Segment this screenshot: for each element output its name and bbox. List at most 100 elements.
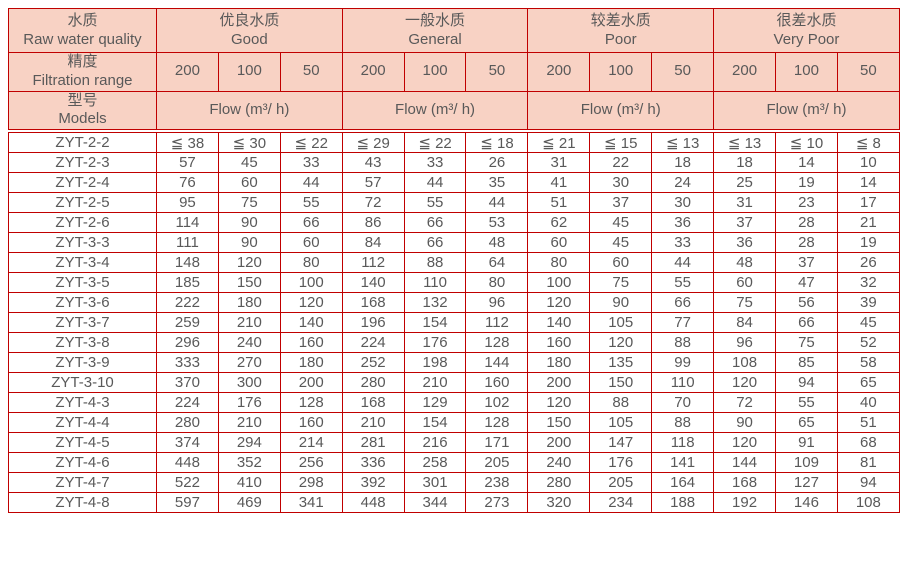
- flow-value-cell: 188: [651, 492, 715, 513]
- flow-value-cell: 30: [589, 172, 653, 193]
- flow-value-cell: 120: [527, 392, 591, 413]
- flow-value-cell: 45: [589, 232, 653, 253]
- flow-value-cell: 51: [527, 192, 591, 213]
- flow-value-cell: 40: [836, 392, 900, 413]
- flow-value-cell: 66: [651, 292, 715, 313]
- table-row: ZYT-2-3 57 45 33 43 33 26 31 22 18 18 14 10: [8, 152, 900, 173]
- table-row: ZYT-2-5 95 75 55 72 55 44 51 37 30 31 23 17: [8, 192, 900, 213]
- flow-value-cell: 128: [279, 392, 343, 413]
- flow-value-cell: 60: [589, 252, 653, 273]
- flow-value-cell: 135: [589, 352, 653, 373]
- flow-value-cell: 370: [156, 372, 219, 393]
- flow-value-cell: 352: [217, 452, 281, 473]
- flow-value-cell: 333: [156, 352, 219, 373]
- flow-value-cell: 99: [651, 352, 715, 373]
- flow-value-cell: 252: [341, 352, 405, 373]
- flow-value-cell: 60: [279, 232, 343, 253]
- flow-value-cell: 30: [651, 192, 715, 213]
- flow-value-cell: 392: [341, 472, 405, 493]
- group-label-en: Good: [231, 30, 268, 48]
- flow-value-cell: 66: [279, 212, 343, 233]
- flow-value-cell: 44: [279, 172, 343, 193]
- table-row: ZYT-3-10 370 300 200 280 210 160 200 150 110 120 94…: [8, 372, 900, 393]
- flow-value-cell: 301: [403, 472, 467, 493]
- flow-value-cell: 86: [341, 212, 405, 233]
- flow-value-cell: 44: [465, 192, 529, 213]
- flow-value-cell: 72: [713, 392, 776, 413]
- table-row: ZYT-3-3 111 90 60 84 66 48 60 45 33 36 28 19: [8, 232, 900, 253]
- flow-value-cell: 280: [341, 372, 405, 393]
- flow-value-cell: 344: [403, 492, 467, 513]
- flow-value-cell: 96: [713, 332, 776, 353]
- flow-value-cell: 10: [836, 152, 900, 173]
- flow-value-cell: 25: [713, 172, 776, 193]
- flow-value-cell: 160: [465, 372, 529, 393]
- flow-value-cell: 374: [156, 432, 219, 453]
- flow-value-cell: 300: [217, 372, 281, 393]
- flow-value-cell: 35: [465, 172, 529, 193]
- model-cell: ZYT-2-5: [8, 192, 157, 213]
- flow-value-cell: 259: [156, 312, 219, 333]
- flow-value-cell: 44: [651, 252, 715, 273]
- flow-value-cell: 80: [279, 252, 343, 273]
- flow-value-cell: 53: [465, 212, 529, 233]
- precision-value-cell: 50: [651, 52, 715, 92]
- flow-value-cell: ≦ 18: [465, 129, 529, 153]
- model-cell: ZYT-3-3: [8, 232, 157, 253]
- flow-value-cell: 44: [403, 172, 467, 193]
- table-row: ZYT-4-7 522 410 298 392 301 238 280 205 164 168 127…: [8, 472, 900, 493]
- flow-value-cell: 56: [775, 292, 838, 313]
- flow-value-cell: ≦ 13: [713, 129, 776, 153]
- model-cell: ZYT-2-4: [8, 172, 157, 193]
- precision-value-cell: 100: [403, 52, 467, 92]
- flow-value-cell: 129: [403, 392, 467, 413]
- flow-value-cell: 64: [465, 252, 529, 273]
- flow-value-cell: 281: [341, 432, 405, 453]
- flow-value-cell: 77: [651, 312, 715, 333]
- flow-value-cell: ≦ 13: [651, 129, 715, 153]
- flow-value-cell: 88: [651, 412, 715, 433]
- flow-value-cell: 341: [279, 492, 343, 513]
- flow-value-cell: 37: [713, 212, 776, 233]
- flow-value-cell: 280: [527, 472, 591, 493]
- flow-value-cell: 94: [836, 472, 900, 493]
- flow-value-cell: 140: [527, 312, 591, 333]
- flow-header-cell: Flow (m³/ h): [156, 90, 343, 132]
- flow-value-cell: 96: [465, 292, 529, 313]
- flow-value-cell: 410: [217, 472, 281, 493]
- flow-value-cell: 45: [217, 152, 281, 173]
- flow-value-cell: 120: [217, 252, 281, 273]
- flow-value-cell: 205: [589, 472, 653, 493]
- flow-value-cell: 105: [589, 312, 653, 333]
- flow-value-cell: 90: [217, 212, 281, 233]
- flow-value-cell: ≦ 38: [156, 129, 219, 153]
- flow-value-cell: 80: [465, 272, 529, 293]
- flow-value-cell: 52: [836, 332, 900, 353]
- flow-value-cell: ≦ 29: [341, 129, 405, 153]
- model-cell: ZYT-3-7: [8, 312, 157, 333]
- flow-value-cell: 108: [836, 492, 900, 513]
- table-row: ZYT-4-5 374 294 214 281 216 171 200 147 118 120 91 6…: [8, 432, 900, 453]
- flow-value-cell: 270: [217, 352, 281, 373]
- flow-value-cell: 110: [651, 372, 715, 393]
- flow-value-cell: 154: [403, 312, 467, 333]
- precision-value-cell: 200: [156, 52, 219, 92]
- flow-value-cell: 45: [589, 212, 653, 233]
- flow-value-cell: 55: [775, 392, 838, 413]
- model-cell: ZYT-3-4: [8, 252, 157, 273]
- flow-header-cell: Flow (m³/ h): [341, 90, 529, 132]
- flow-value-cell: ≦ 30: [217, 129, 281, 153]
- flow-value-cell: 171: [465, 432, 529, 453]
- flow-value-cell: 26: [465, 152, 529, 173]
- header-row-models: 型号 Models Flow (m³/ h) Flow (m³/ h) Flow…: [8, 90, 900, 132]
- filtration-range-cell: 精度 Filtration range: [8, 52, 157, 92]
- flow-value-cell: 21: [836, 212, 900, 233]
- table-row: ZYT-4-8 597 469 341 448 344 273 320 234 188 192 146…: [8, 492, 900, 513]
- flow-value-cell: 105: [589, 412, 653, 433]
- group-label-zh: 较差水质: [590, 11, 651, 29]
- flow-value-cell: 26: [836, 252, 900, 273]
- flow-value-cell: 296: [156, 332, 219, 353]
- flow-value-cell: 280: [156, 412, 219, 433]
- flow-value-cell: 256: [279, 452, 343, 473]
- group-label-en: Poor: [604, 30, 637, 48]
